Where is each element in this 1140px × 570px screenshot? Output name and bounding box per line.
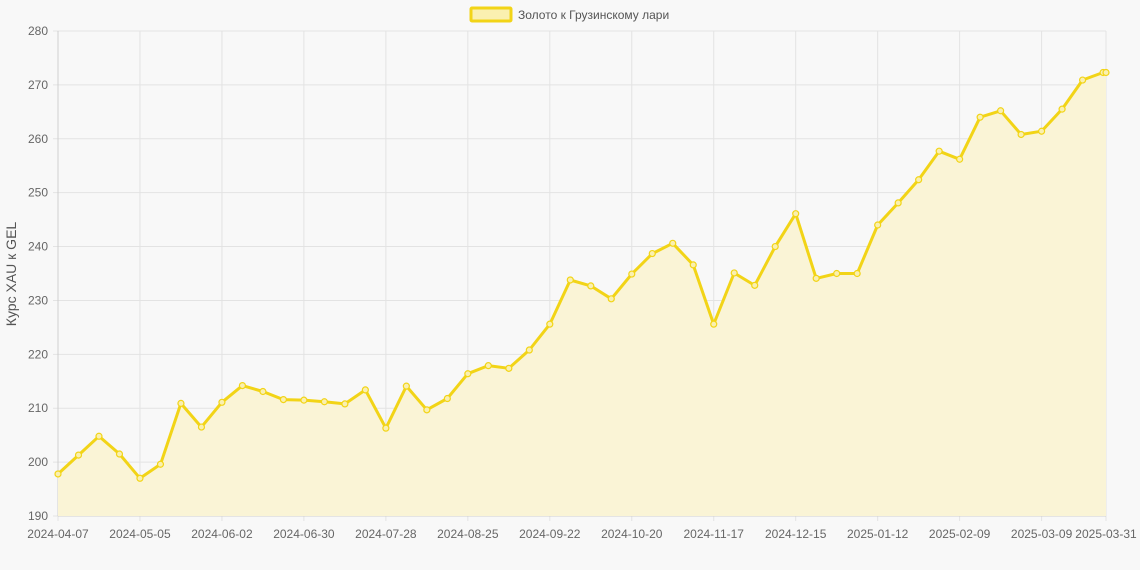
data-point[interactable] (751, 281, 759, 289)
data-point[interactable] (218, 398, 226, 406)
data-point[interactable] (74, 451, 83, 459)
data-point[interactable] (915, 176, 923, 184)
data-point[interactable] (1058, 105, 1066, 113)
data-point[interactable] (628, 270, 636, 278)
x-tick-label: 2024-06-02 (191, 527, 253, 541)
data-point[interactable] (54, 470, 62, 478)
x-tick-label: 2024-07-28 (355, 527, 417, 541)
data-point[interactable] (607, 295, 615, 303)
data-point[interactable] (279, 396, 288, 404)
data-points (54, 68, 1110, 482)
y-tick-label: 200 (28, 455, 48, 469)
y-tick-label: 240 (28, 240, 48, 254)
data-point[interactable] (587, 282, 595, 290)
data-point[interactable] (730, 269, 738, 277)
data-point[interactable] (566, 276, 574, 284)
x-tick-label: 2024-12-15 (765, 527, 827, 541)
data-point[interactable] (669, 239, 677, 247)
y-tick-labels: 190 200 210 220 230 240 250 260 270 280 (28, 24, 48, 523)
data-point[interactable] (443, 394, 451, 403)
data-point[interactable] (546, 320, 554, 328)
x-tick-label: 2025-03-09 (1011, 527, 1073, 541)
y-tick-label: 250 (28, 186, 48, 200)
x-tick-label: 2024-06-30 (273, 527, 335, 541)
data-point[interactable] (833, 269, 841, 278)
data-point[interactable] (156, 460, 165, 468)
data-point[interactable] (341, 400, 349, 408)
y-tick-label: 280 (28, 24, 48, 38)
legend[interactable]: Золото к Грузинскому лари (469, 6, 669, 23)
x-tick-label: 2024-04-07 (27, 527, 89, 541)
y-tick-label: 230 (28, 293, 48, 307)
area-fill-layer (58, 72, 1106, 516)
data-point[interactable] (361, 386, 369, 394)
y-tick-label: 220 (28, 347, 48, 361)
x-tick-label: 2024-05-05 (109, 527, 171, 541)
x-tick-label: 2024-11-17 (683, 527, 744, 541)
data-point[interactable] (136, 474, 144, 482)
x-tick-labels: 2024-04-07 2024-05-05 2024-06-02 2024-06-30… (27, 527, 1137, 541)
data-point[interactable] (956, 155, 964, 163)
data-point[interactable] (1037, 127, 1046, 135)
data-point[interactable] (689, 261, 697, 269)
data-point[interactable] (648, 249, 656, 258)
y-axis-title: Курс XAU к GEL (3, 222, 19, 327)
data-point[interactable] (300, 396, 308, 404)
x-tick-label: 2025-03-31 (1075, 527, 1137, 541)
data-point[interactable] (853, 269, 861, 278)
data-point[interactable] (894, 199, 902, 207)
x-tick-label: 2024-10-20 (601, 527, 663, 541)
y-tick-label: 210 (28, 401, 48, 415)
data-point[interactable] (874, 221, 882, 229)
data-point[interactable] (1078, 76, 1087, 84)
data-point[interactable] (1102, 68, 1110, 77)
legend-swatch[interactable] (469, 6, 513, 23)
data-point[interactable] (525, 346, 533, 354)
data-point[interactable] (197, 423, 206, 431)
x-tick-label: 2024-08-25 (437, 527, 499, 541)
data-point[interactable] (505, 364, 513, 372)
data-point[interactable] (423, 406, 431, 414)
data-point[interactable] (771, 242, 779, 251)
x-tick-label: 2025-02-09 (929, 527, 991, 541)
data-point[interactable] (976, 113, 984, 121)
data-point[interactable] (1017, 130, 1025, 139)
data-point[interactable] (997, 107, 1005, 115)
data-point[interactable] (259, 387, 267, 396)
data-point[interactable] (115, 450, 124, 458)
data-point[interactable] (382, 424, 390, 432)
y-tick-label: 260 (28, 132, 48, 146)
x-tick-label: 2024-09-22 (519, 527, 581, 541)
data-point[interactable] (710, 320, 718, 328)
data-point[interactable] (177, 399, 185, 407)
data-point[interactable] (402, 382, 410, 390)
x-tick-label: 2025-01-12 (847, 527, 909, 541)
y-tick-label: 190 (28, 509, 48, 523)
data-point[interactable] (95, 432, 103, 440)
y-tick-label: 270 (28, 78, 48, 92)
data-point[interactable] (484, 362, 492, 370)
data-point[interactable] (238, 381, 247, 390)
data-point[interactable] (792, 210, 800, 218)
data-point[interactable] (320, 398, 328, 406)
data-point[interactable] (464, 370, 472, 378)
data-point[interactable] (935, 147, 943, 155)
series-area (58, 72, 1106, 516)
legend-label[interactable]: Золото к Грузинскому лари (518, 8, 669, 22)
data-point[interactable] (812, 274, 820, 282)
